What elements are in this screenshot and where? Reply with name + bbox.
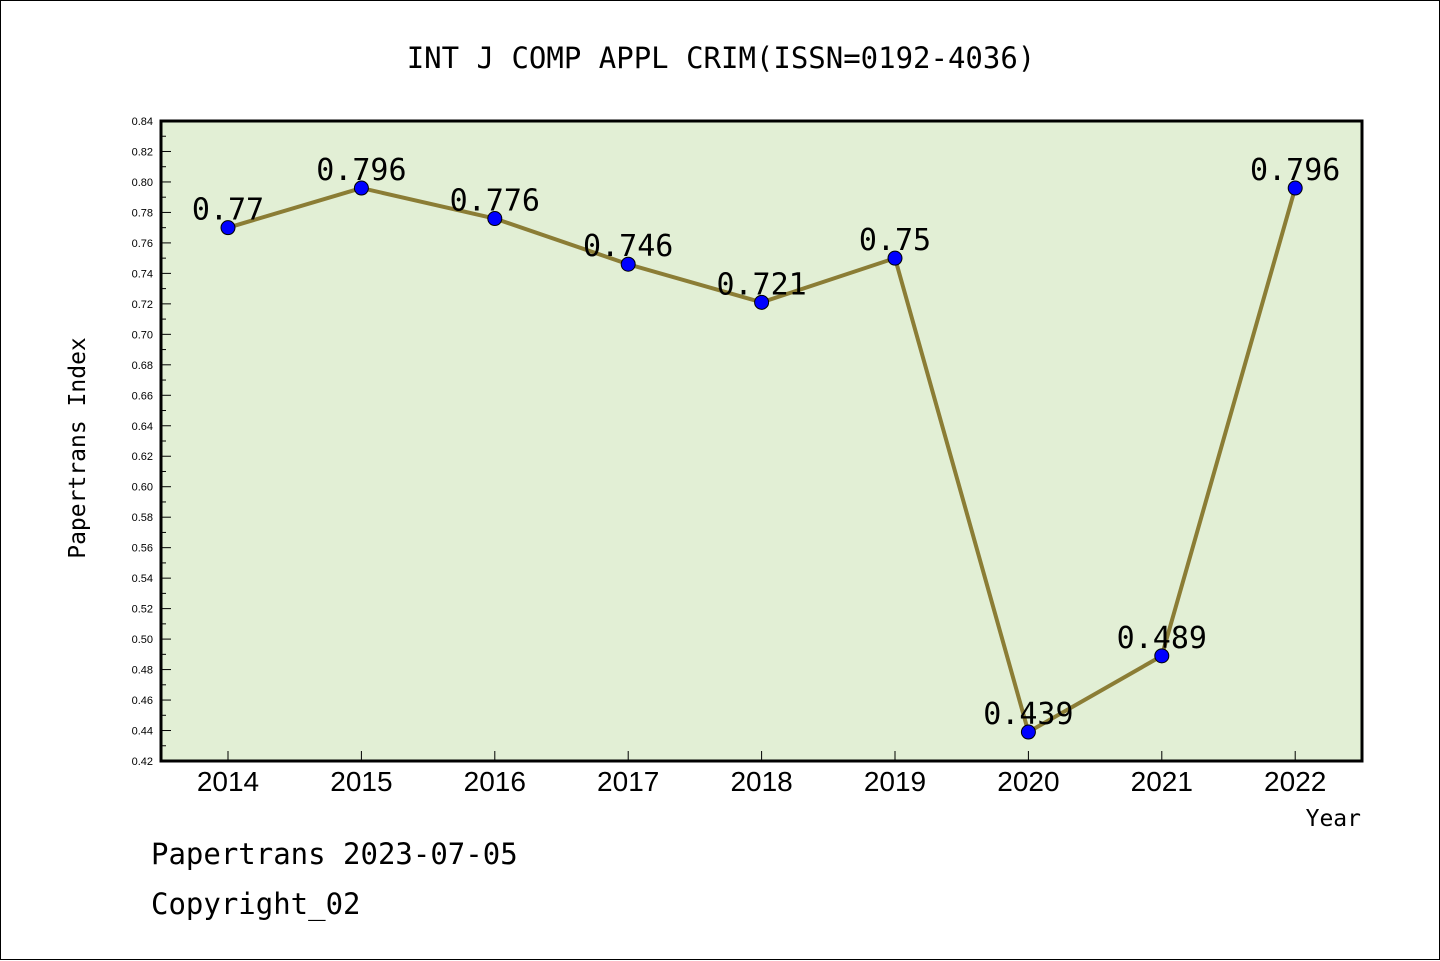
- y-axis-label: Papertrans Index: [65, 337, 91, 559]
- y-tick-label: 0.84: [132, 116, 153, 128]
- data-point: [754, 294, 770, 310]
- x-tick-label: 2022: [1264, 766, 1326, 797]
- data-point: [487, 211, 503, 227]
- x-tick-label: 2014: [197, 766, 259, 797]
- x-axis-label: Year: [1306, 806, 1361, 832]
- series-markers: [220, 180, 1303, 740]
- x-tick-label: 2018: [730, 766, 792, 797]
- y-tick-label: 0.70: [132, 329, 153, 341]
- y-axis-ticks: 0.42 0.44 0.46 0.48 0.50 0.52 0.54 0.56 0.58 0.60…: [132, 116, 171, 768]
- data-label: 0.776: [450, 184, 540, 219]
- y-tick-label: 0.80: [132, 177, 153, 189]
- y-minor-ticks: [161, 135, 166, 747]
- data-point: [353, 180, 369, 196]
- footer-copyright: Copyright_02: [151, 887, 361, 922]
- plot-area: [159, 119, 1364, 763]
- y-tick-label: 0.50: [132, 634, 153, 646]
- data-label: 0.746: [583, 229, 673, 264]
- data-label: 0.796: [1250, 153, 1340, 188]
- x-tick-label: 2016: [464, 766, 526, 797]
- footer-date: Papertrans 2023-07-05: [151, 837, 518, 871]
- data-point: [620, 256, 636, 272]
- y-tick-label: 0.64: [132, 421, 153, 433]
- data-point: [1154, 648, 1170, 664]
- y-tick-label: 0.48: [132, 665, 153, 677]
- data-point: [1287, 180, 1303, 196]
- y-tick-label: 0.54: [132, 573, 153, 585]
- x-tick-label: 2019: [864, 766, 926, 797]
- y-tick-label: 0.46: [132, 695, 153, 707]
- data-label: 0.75: [859, 223, 931, 258]
- data-point: [220, 220, 236, 236]
- x-tick-label: 2020: [997, 766, 1059, 797]
- data-point: [1020, 724, 1036, 740]
- y-tick-label: 0.44: [132, 726, 153, 738]
- data-label: 0.796: [316, 153, 406, 188]
- y-tick-label: 0.68: [132, 360, 153, 372]
- y-tick-label: 0.74: [132, 268, 153, 280]
- y-tick-label: 0.56: [132, 543, 153, 555]
- y-tick-label: 0.52: [132, 604, 153, 616]
- x-tick-label: 2017: [597, 766, 659, 797]
- x-axis-ticks: 2014 2015 2016 2017 2018 2019 2020 2021 2022: [197, 751, 1326, 797]
- x-tick-label: 2021: [1131, 766, 1193, 797]
- y-tick-label: 0.76: [132, 238, 153, 250]
- data-label: 0.77: [192, 193, 264, 228]
- y-tick-label: 0.72: [132, 299, 153, 311]
- y-tick-label: 0.66: [132, 390, 153, 402]
- data-label: 0.489: [1117, 621, 1207, 656]
- x-tick-label: 2015: [330, 766, 392, 797]
- chart-title: INT J COMP APPL CRIM(ISSN=0192-4036): [407, 41, 1036, 75]
- y-tick-label: 0.82: [132, 146, 153, 158]
- y-tick-label: 0.60: [132, 482, 153, 494]
- y-tick-label: 0.62: [132, 451, 153, 463]
- data-label: 0.439: [983, 697, 1073, 732]
- data-label: 0.721: [716, 267, 806, 302]
- data-point: [887, 250, 903, 266]
- y-tick-label: 0.42: [132, 756, 153, 768]
- y-tick-label: 0.78: [132, 207, 153, 219]
- y-tick-label: 0.58: [132, 512, 153, 524]
- data-labels: 0.77 0.796 0.776 0.746 0.721 0.75 0.439 0.489 0.…: [192, 153, 1340, 732]
